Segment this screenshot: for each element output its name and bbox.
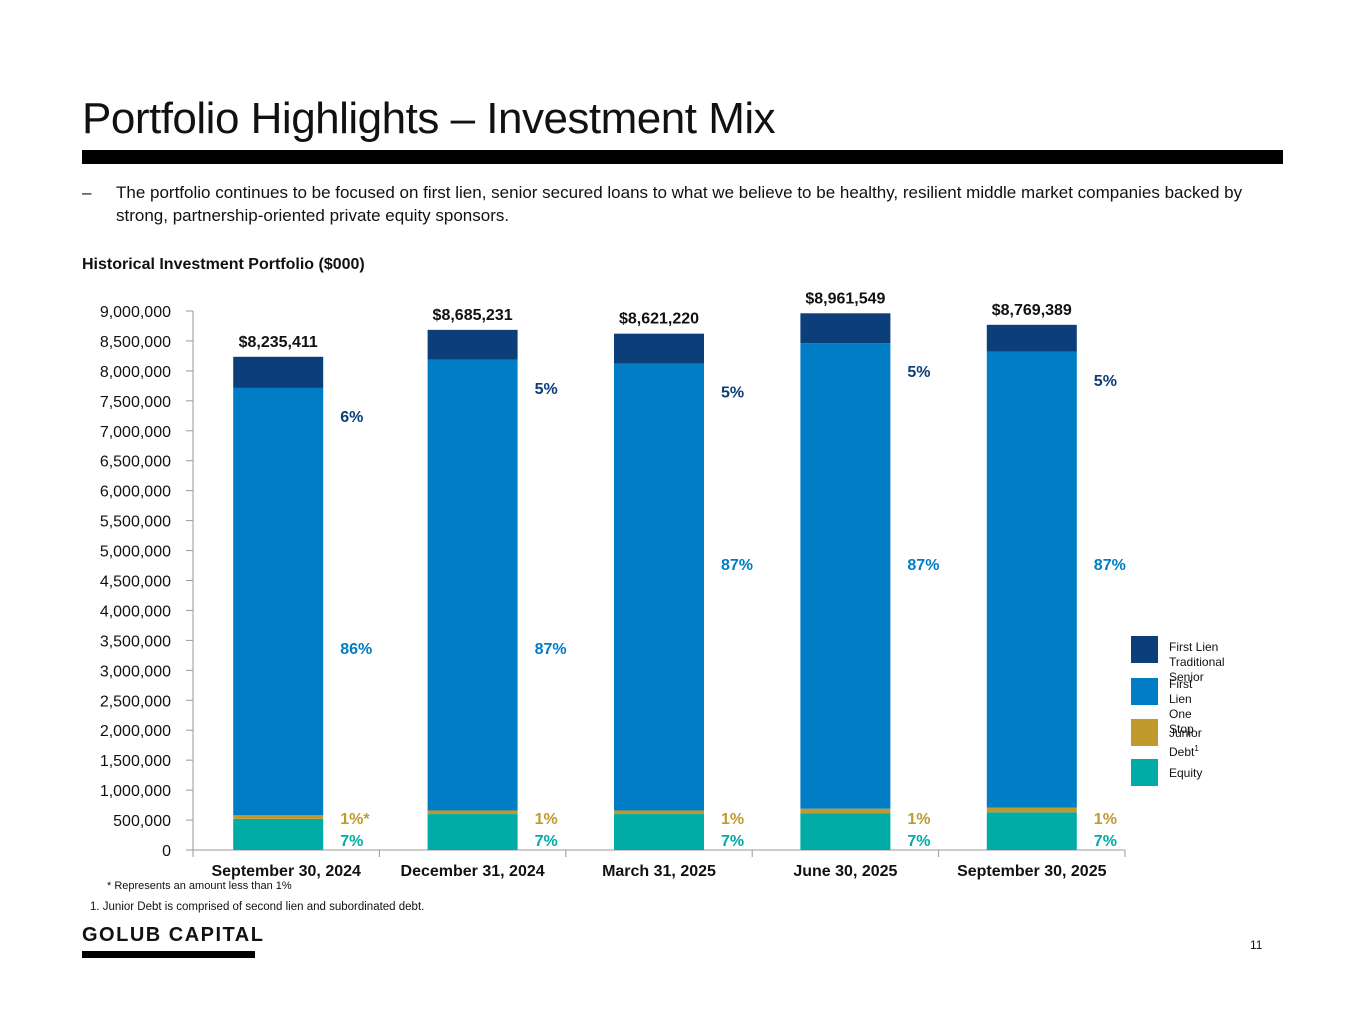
bar-segment-first-lien-one-stop <box>233 387 324 816</box>
legend-label-first-lien-one-stop: First Lien One Stop <box>1169 677 1194 736</box>
segment-pct-label-junior-debt: 1% <box>721 811 744 828</box>
bar-segment-first-lien-one-stop <box>427 359 518 811</box>
segment-pct-label-junior-debt: 1% <box>907 811 930 828</box>
bar-segment-first-lien-traditional-senior <box>233 356 324 388</box>
legend-label-junior-debt-text: Junior Debt <box>1169 726 1202 759</box>
page-title: Portfolio Highlights – Investment Mix <box>82 94 776 143</box>
bar-segment-junior-debt <box>427 810 518 815</box>
footnote-star: * Represents an amount less than 1% <box>107 880 292 892</box>
segment-pct-label-junior-debt: 1%* <box>340 811 370 828</box>
bar-segment-equity <box>233 818 324 850</box>
bar-segment-junior-debt <box>233 815 324 819</box>
footnote-junior-debt: 1. Junior Debt is comprised of second li… <box>90 901 425 913</box>
segment-pct-label-first-lien-traditional-senior: 5% <box>1094 373 1117 390</box>
company-logo: GOLUB CAPITAL <box>82 924 265 946</box>
bar-segment-first-lien-traditional-senior <box>800 313 891 344</box>
bar-segment-first-lien-one-stop <box>986 351 1077 808</box>
legend-swatch-junior-debt <box>1131 719 1158 746</box>
bar-segment-first-lien-traditional-senior <box>614 333 704 364</box>
y-tick-label: 500,000 <box>113 813 171 830</box>
bar-segment-junior-debt <box>614 810 704 815</box>
y-tick-label: 3,500,000 <box>100 633 171 650</box>
y-tick-label: 1,500,000 <box>100 753 171 770</box>
x-category-label: September 30, 2025 <box>957 863 1107 880</box>
intro-bullet: – The portfolio continues to be focused … <box>82 181 1272 227</box>
y-tick-label: 8,000,000 <box>100 364 171 381</box>
bar-segment-first-lien-traditional-senior <box>986 324 1077 352</box>
legend-swatch-first-lien-one-stop <box>1131 678 1158 705</box>
segment-pct-label-first-lien-traditional-senior: 6% <box>340 409 363 426</box>
legend-label-first-lien-traditional-senior: First Lien Traditional Senior <box>1169 640 1225 684</box>
segment-pct-label-first-lien-one-stop: 87% <box>721 557 753 574</box>
bar-total-label: $8,685,231 <box>433 307 513 324</box>
bar-total-label: $8,235,411 <box>239 334 318 351</box>
legend-label-junior-debt-sup: 1 <box>1194 744 1199 753</box>
segment-pct-label-first-lien-traditional-senior: 5% <box>535 381 558 398</box>
bar-segment-equity <box>427 814 518 850</box>
x-category-label: December 31, 2024 <box>401 863 545 880</box>
y-tick-label: 7,000,000 <box>100 424 171 441</box>
y-tick-label: 7,500,000 <box>100 394 171 411</box>
y-tick-label: 5,000,000 <box>100 544 171 561</box>
segment-pct-label-equity: 7% <box>535 833 558 850</box>
chart-heading: Historical Investment Portfolio ($000) <box>82 256 365 273</box>
title-divider <box>82 150 1283 164</box>
logo-underline <box>82 951 255 958</box>
x-category-label: March 31, 2025 <box>602 863 716 880</box>
segment-pct-label-junior-debt: 1% <box>535 811 558 828</box>
bar-segment-equity <box>986 812 1077 850</box>
segment-pct-label-first-lien-traditional-senior: 5% <box>907 364 930 381</box>
bar-segment-first-lien-one-stop <box>800 343 891 809</box>
segment-pct-label-first-lien-one-stop: 87% <box>907 557 939 574</box>
x-category-label: June 30, 2025 <box>793 863 897 880</box>
x-category-label: September 30, 2024 <box>211 863 361 880</box>
legend-label-junior-debt: Junior Debt1 <box>1169 726 1202 760</box>
segment-pct-label-equity: 7% <box>907 833 930 850</box>
bar-segment-junior-debt <box>986 807 1077 813</box>
bar-segment-junior-debt <box>800 808 891 814</box>
legend-label-equity: Equity <box>1169 766 1203 780</box>
segment-pct-label-equity: 7% <box>1094 833 1117 850</box>
y-tick-label: 8,500,000 <box>100 334 171 351</box>
segment-pct-label-first-lien-one-stop: 86% <box>340 641 372 658</box>
segment-pct-label-first-lien-one-stop: 87% <box>1094 557 1126 574</box>
bar-segment-first-lien-one-stop <box>614 363 704 811</box>
y-tick-label: 4,500,000 <box>100 574 171 591</box>
y-tick-label: 6,000,000 <box>100 484 171 501</box>
segment-pct-label-junior-debt: 1% <box>1094 811 1117 828</box>
y-tick-label: 9,000,000 <box>100 304 171 321</box>
bar-segment-first-lien-traditional-senior <box>427 329 518 360</box>
y-tick-label: 2,000,000 <box>100 723 171 740</box>
segment-pct-label-first-lien-one-stop: 87% <box>535 641 567 658</box>
y-tick-label: 6,500,000 <box>100 454 171 471</box>
y-tick-label: 0 <box>162 843 171 860</box>
bar-total-label: $8,621,220 <box>619 311 699 328</box>
bar-segment-equity <box>614 814 704 850</box>
bullet-text: The portfolio continues to be focused on… <box>116 183 1243 225</box>
y-tick-label: 5,500,000 <box>100 514 171 531</box>
bar-total-label: $8,961,549 <box>805 290 885 307</box>
segment-pct-label-equity: 7% <box>721 833 744 850</box>
y-tick-label: 2,500,000 <box>100 693 171 710</box>
bar-segment-equity <box>800 813 891 850</box>
page-number: 11 <box>1250 938 1263 952</box>
bar-total-label: $8,769,389 <box>992 302 1072 319</box>
y-tick-label: 4,000,000 <box>100 603 171 620</box>
bullet-dash: – <box>82 183 92 202</box>
segment-pct-label-first-lien-traditional-senior: 5% <box>721 385 744 402</box>
legend-swatch-equity <box>1131 759 1158 786</box>
segment-pct-label-equity: 7% <box>340 833 363 850</box>
y-tick-label: 3,000,000 <box>100 663 171 680</box>
y-tick-label: 1,000,000 <box>100 783 171 800</box>
legend-swatch-first-lien-traditional-senior <box>1131 636 1158 663</box>
